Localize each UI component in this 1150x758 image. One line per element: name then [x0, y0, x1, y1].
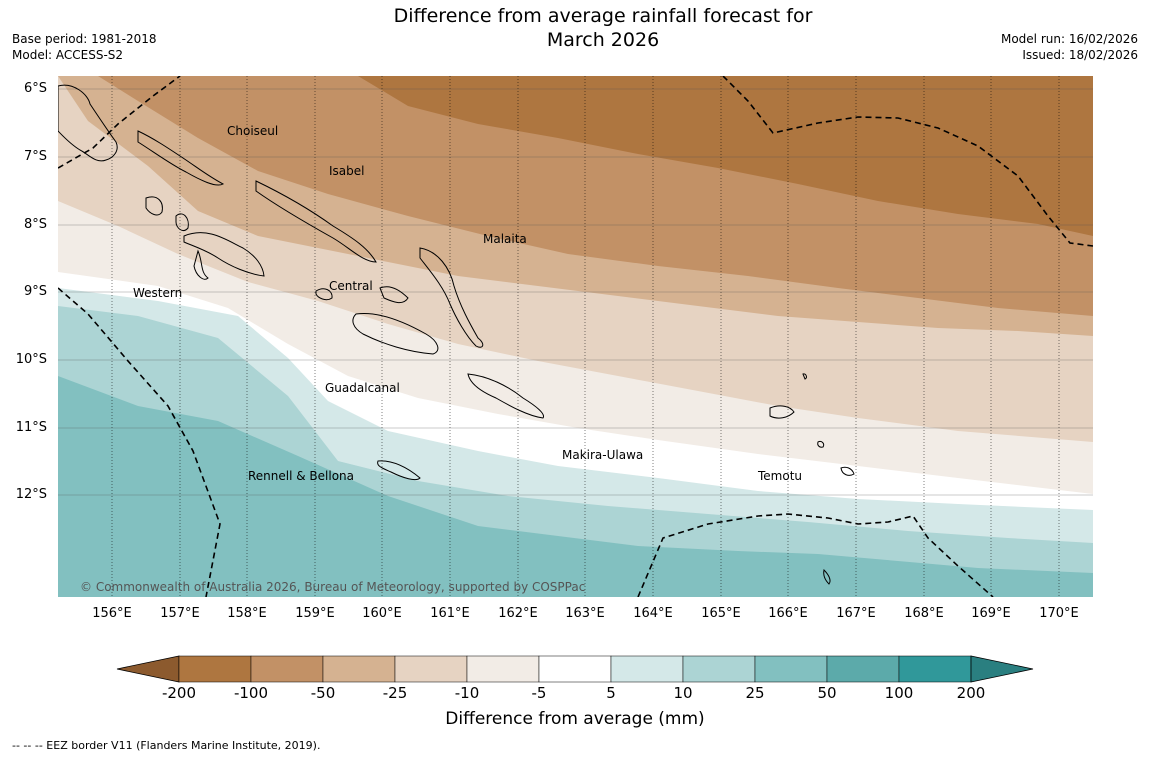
band-minus200-minus100 [358, 76, 1093, 236]
lon-label-156e: 156°E [92, 606, 132, 621]
torres-islands-coast [823, 568, 831, 585]
duff-islands-coast [802, 373, 807, 380]
colorbar-segment [610, 655, 684, 683]
lon-label-164e: 164°E [633, 606, 673, 621]
title-line-2: March 2026 [546, 29, 660, 51]
province-label-rennell-bellona: Rennell & Bellona [248, 469, 354, 483]
lon-label-160e: 160°E [362, 606, 402, 621]
vella-lavella-coast [145, 196, 163, 216]
florida-islands-coast [379, 286, 409, 304]
lat-label-11s: 11°S [15, 420, 47, 435]
colorbar-segment [970, 655, 1034, 683]
colorbar-segment [178, 655, 252, 683]
colorbar-segment [116, 655, 180, 683]
lon-label-169e: 169°E [971, 606, 1011, 621]
rendova-coast [193, 249, 209, 280]
bougainville-coast [58, 84, 118, 162]
colorbar-segment [322, 655, 396, 683]
lon-label-162e: 162°E [498, 606, 538, 621]
title-line-1: Difference from average rainfall forecas… [393, 5, 813, 27]
lon-label-157e: 157°E [160, 606, 200, 621]
coastlines [58, 84, 855, 585]
issue-info: Model run: 16/02/2026 Issued: 18/02/2026 [1001, 31, 1138, 63]
model-run: Model run: 16/02/2026 [1000, 32, 1138, 46]
colorbar-label: -200 [161, 684, 197, 702]
kolombangara-coast [175, 213, 189, 231]
colorbar-label: -10 [454, 684, 480, 702]
colorbar-label: -25 [382, 684, 408, 702]
colorbar-label: 25 [745, 684, 765, 702]
vanikoro-coast [840, 466, 855, 476]
new-georgia-coast [183, 232, 265, 277]
colorbar-segment [826, 655, 900, 683]
lat-label-9s: 9°S [23, 284, 47, 299]
colorbar-segment [898, 655, 972, 683]
base-period-info: Base period: 1981-2018 Model: ACCESS-S2 [12, 31, 157, 63]
province-label-isabel: Isabel [329, 164, 364, 178]
lon-label-167e: 167°E [836, 606, 876, 621]
province-label-western: Western [133, 286, 182, 300]
latitude-gridlines [58, 88, 1093, 496]
copyright-text: © Commonwealth of Australia 2026, Bureau… [80, 580, 585, 594]
utupua-coast [817, 441, 825, 448]
colorbar-segment [394, 655, 468, 683]
colorbar-segment [754, 655, 828, 683]
rainfall-bands [58, 76, 1093, 597]
colorbar-label: -50 [310, 684, 336, 702]
colorbar-label: 10 [673, 684, 693, 702]
province-label-malaita: Malaita [483, 232, 527, 246]
eez-footnote: -- -- -- EEZ border V11 (Flanders Marine… [12, 739, 321, 752]
colorbar-segment [538, 655, 612, 683]
lat-label-12s: 12°S [15, 487, 47, 502]
guadalcanal-coast [352, 312, 439, 355]
isabel-coast [255, 180, 377, 263]
base-period: Base period: 1981-2018 [12, 32, 157, 46]
colorbar-label: 50 [817, 684, 837, 702]
colorbar-label: 5 [606, 684, 616, 702]
colorbar [116, 655, 1034, 683]
map-title: Difference from average rainfall forecas… [275, 4, 931, 52]
model-name: Model: ACCESS-S2 [12, 48, 124, 62]
colorbar-title: Difference from average (mm) [445, 709, 705, 729]
province-label-makira-ulawa: Makira-Ulawa [562, 448, 643, 462]
santa-cruz-coast [769, 405, 795, 419]
lon-label-158e: 158°E [227, 606, 267, 621]
lon-label-165e: 165°E [701, 606, 741, 621]
colorbar-segment [466, 655, 540, 683]
province-label-choiseul: Choiseul [227, 124, 278, 138]
province-label-central: Central [329, 279, 373, 293]
rennell-coast [377, 460, 421, 481]
lat-label-10s: 10°S [15, 352, 47, 367]
province-label-guadalcanal: Guadalcanal [325, 381, 400, 395]
colorbar-label: 200 [956, 684, 986, 702]
lon-label-166e: 166°E [768, 606, 808, 621]
province-labels: Choiseul Isabel Malaita Western Central … [133, 124, 802, 483]
rainfall-map: © Commonwealth of Australia 2026, Bureau… [58, 76, 1093, 597]
colorbar-segment [682, 655, 756, 683]
lat-label-6s: 6°S [23, 81, 47, 96]
colorbar-label: -5 [531, 684, 547, 702]
issued-date: Issued: 18/02/2026 [1022, 48, 1138, 62]
lat-label-8s: 8°S [23, 217, 47, 232]
russell-islands-coast [315, 288, 333, 301]
lat-label-7s: 7°S [23, 149, 47, 164]
lon-label-168e: 168°E [904, 606, 944, 621]
colorbar-segments [116, 655, 1034, 683]
choiseul-coast [137, 130, 225, 186]
lon-label-163e: 163°E [565, 606, 605, 621]
malaita-coast [419, 247, 484, 348]
colorbar-label: -100 [233, 684, 269, 702]
eez-border [58, 76, 1093, 597]
makira-coast [467, 373, 545, 419]
lon-label-159e: 159°E [295, 606, 335, 621]
lon-label-161e: 161°E [430, 606, 470, 621]
province-label-temotu: Temotu [757, 469, 802, 483]
colorbar-segment [250, 655, 324, 683]
colorbar-label: 100 [884, 684, 914, 702]
lon-label-170e: 170°E [1039, 606, 1079, 621]
